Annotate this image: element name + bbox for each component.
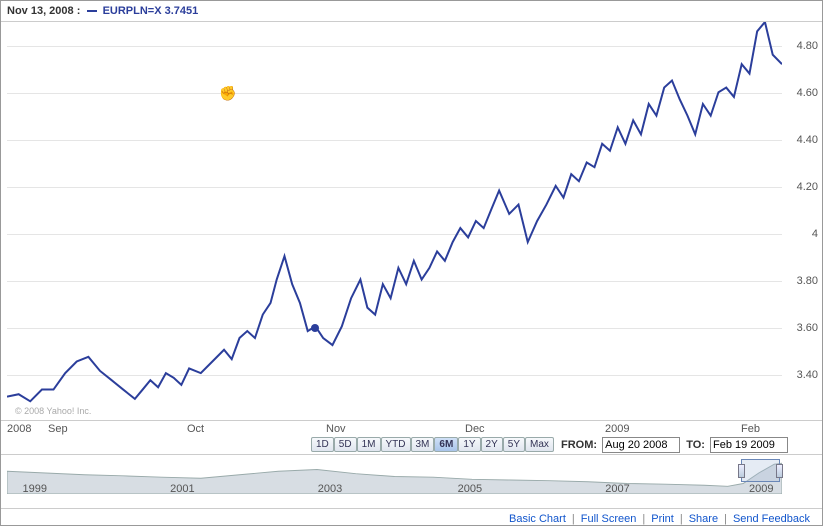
series-color-marker (87, 10, 97, 12)
range-button-ytd[interactable]: YTD (381, 437, 411, 452)
range-button-1d[interactable]: 1D (311, 437, 334, 452)
footer-link-full-screen[interactable]: Full Screen (581, 513, 637, 525)
y-tick-label: 4.20 (797, 181, 818, 193)
from-date-input[interactable] (602, 437, 680, 453)
y-axis: 3.40 3.60 3.80 4 4.20 4.40 4.60 4.80 (784, 22, 822, 420)
overview-plot[interactable]: 1999 2001 2003 2005 2007 2009 (7, 459, 782, 494)
chart-container: Nov 13, 2008 : EURPLN=X 3.7451 © 2008 Ya… (0, 0, 823, 526)
overview-x-label: 1999 (23, 483, 47, 495)
line-svg (7, 22, 782, 420)
x-tick-label: Nov (326, 423, 346, 435)
hover-value: 3.7451 (165, 5, 199, 17)
range-buttons: 1D5D1MYTD3M6M1Y2Y5YMax (311, 437, 554, 452)
range-button-5y[interactable]: 5Y (503, 437, 525, 452)
overview-handle-left[interactable] (738, 464, 745, 478)
y-tick-label: 3.40 (797, 369, 818, 381)
overview-x-label: 2003 (318, 483, 342, 495)
y-tick-label: 3.80 (797, 275, 818, 287)
x-tick-label: 2009 (605, 423, 629, 435)
footer-link-basic-chart[interactable]: Basic Chart (509, 513, 566, 525)
overview-x-label: 2005 (458, 483, 482, 495)
overview-svg (7, 459, 782, 494)
to-label: TO: (686, 439, 705, 451)
hover-marker-dot (311, 324, 319, 332)
x-tick-label: Oct (187, 423, 204, 435)
range-button-6m[interactable]: 6M (434, 437, 458, 452)
range-button-2y[interactable]: 2Y (481, 437, 503, 452)
hover-date: Nov 13, 2008 (7, 5, 74, 17)
x-axis-row: 2008 Sep Oct Nov Dec 2009 Feb 1D5D1MYTD3M6M1Y2… (1, 421, 822, 455)
y-tick-label: 4.80 (797, 40, 818, 52)
footer-link-print[interactable]: Print (651, 513, 674, 525)
footer-link-share[interactable]: Share (689, 513, 718, 525)
y-tick-label: 4.40 (797, 134, 818, 146)
chart-header: Nov 13, 2008 : EURPLN=X 3.7451 (1, 1, 822, 21)
overview-window[interactable] (741, 459, 780, 482)
main-chart[interactable]: © 2008 Yahoo! Inc. 3.40 3.60 3.80 4 4.20 4.40… (1, 21, 822, 421)
date-range-inputs: FROM: TO: (561, 437, 788, 453)
from-label: FROM: (561, 439, 597, 451)
copyright-text: © 2008 Yahoo! Inc. (15, 406, 91, 416)
x-tick-label: Sep (48, 423, 68, 435)
range-button-max[interactable]: Max (525, 437, 554, 452)
overview-handle-right[interactable] (776, 464, 783, 478)
overview-x-label: 2001 (170, 483, 194, 495)
plot-region[interactable]: © 2008 Yahoo! Inc. (7, 22, 782, 420)
x-tick-label: 2008 (7, 423, 31, 435)
range-button-1y[interactable]: 1Y (458, 437, 480, 452)
range-button-1m[interactable]: 1M (357, 437, 381, 452)
overview-chart[interactable]: 1999 2001 2003 2005 2007 2009 (1, 455, 822, 509)
range-button-5d[interactable]: 5D (334, 437, 357, 452)
y-tick-label: 3.60 (797, 322, 818, 334)
y-tick-label: 4 (812, 228, 818, 240)
to-date-input[interactable] (710, 437, 788, 453)
symbol-label: EURPLN=X (103, 5, 162, 17)
range-button-3m[interactable]: 3M (411, 437, 435, 452)
overview-x-label: 2007 (605, 483, 629, 495)
y-tick-label: 4.60 (797, 87, 818, 99)
footer-links: Basic Chart|Full Screen|Print|Share|Send… (1, 509, 822, 529)
x-tick-label: Feb (741, 423, 760, 435)
overview-x-label: 2009 (749, 483, 773, 495)
x-tick-label: Dec (465, 423, 485, 435)
footer-link-send-feedback[interactable]: Send Feedback (733, 513, 810, 525)
